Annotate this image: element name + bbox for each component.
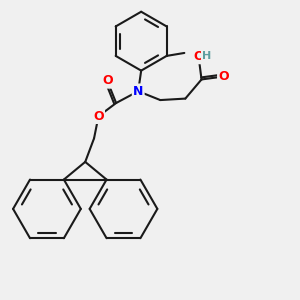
Text: N: N bbox=[133, 85, 143, 98]
Text: O: O bbox=[102, 74, 112, 87]
Text: O: O bbox=[93, 110, 104, 123]
Text: O: O bbox=[193, 50, 204, 63]
Text: O: O bbox=[218, 70, 229, 83]
Text: H: H bbox=[202, 51, 211, 61]
